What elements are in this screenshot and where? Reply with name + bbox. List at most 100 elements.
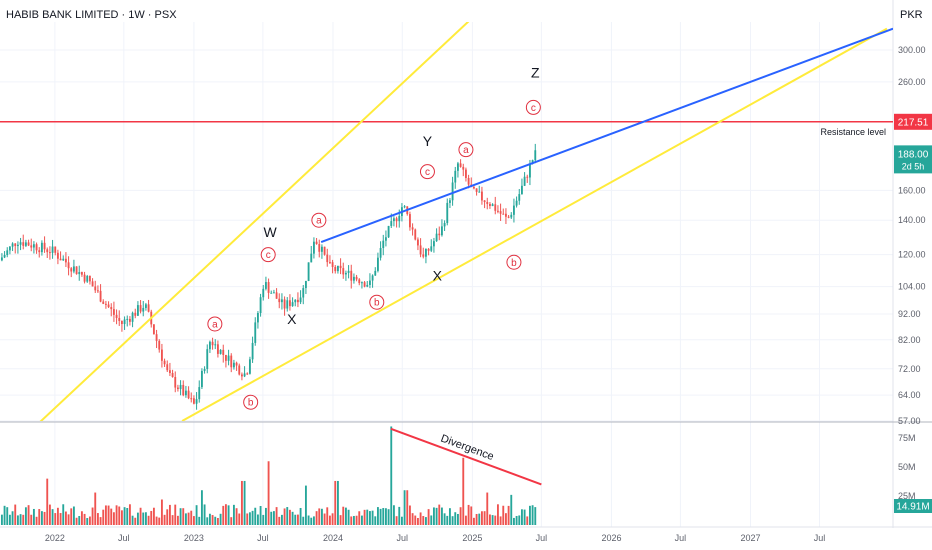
- candle[interactable]: [358, 278, 361, 286]
- candle[interactable]: [126, 315, 129, 327]
- candle[interactable]: [216, 340, 219, 358]
- candle[interactable]: [206, 344, 209, 374]
- candle[interactable]: [459, 159, 462, 168]
- candle[interactable]: [128, 316, 131, 326]
- candle[interactable]: [464, 167, 467, 182]
- volume-pane[interactable]: [0, 426, 537, 525]
- candle[interactable]: [246, 372, 249, 375]
- candle[interactable]: [134, 308, 137, 319]
- candle[interactable]: [363, 280, 366, 288]
- candle[interactable]: [483, 200, 486, 209]
- candle[interactable]: [312, 237, 315, 259]
- candle[interactable]: [102, 299, 105, 305]
- candle[interactable]: [480, 186, 483, 205]
- candle[interactable]: [67, 256, 70, 276]
- candle[interactable]: [504, 208, 507, 225]
- candle[interactable]: [80, 271, 83, 277]
- candle[interactable]: [366, 281, 369, 288]
- candle[interactable]: [419, 238, 422, 258]
- candle[interactable]: [59, 251, 62, 261]
- candle[interactable]: [75, 266, 78, 275]
- candle[interactable]: [376, 252, 379, 273]
- candle[interactable]: [302, 284, 305, 305]
- candle[interactable]: [211, 337, 214, 350]
- candle[interactable]: [222, 344, 225, 363]
- candle[interactable]: [256, 311, 259, 329]
- candle[interactable]: [27, 239, 30, 247]
- time-axis[interactable]: 2022 Jul 2023 Jul 2024 Jul 2025 Jul 2026 Jul 2027 J…: [45, 533, 825, 543]
- candle[interactable]: [499, 203, 502, 222]
- candle[interactable]: [32, 241, 35, 254]
- candle[interactable]: [424, 248, 427, 264]
- trend-line[interactable]: [320, 27, 893, 243]
- candle[interactable]: [307, 262, 310, 282]
- candle[interactable]: [155, 329, 158, 349]
- candle[interactable]: [283, 296, 286, 316]
- candle[interactable]: [48, 246, 51, 260]
- candle[interactable]: [360, 281, 363, 289]
- candle[interactable]: [40, 240, 43, 256]
- candle[interactable]: [238, 363, 241, 376]
- candle[interactable]: [392, 216, 395, 227]
- candle[interactable]: [515, 196, 518, 208]
- candle[interactable]: [331, 259, 334, 274]
- candle[interactable]: [91, 278, 94, 287]
- candle[interactable]: [11, 242, 14, 252]
- price-pane[interactable]: [0, 0, 893, 459]
- candle[interactable]: [3, 251, 6, 259]
- candle[interactable]: [526, 174, 529, 183]
- candle[interactable]: [267, 278, 270, 299]
- candle[interactable]: [510, 212, 513, 219]
- candle[interactable]: [416, 237, 419, 251]
- candle[interactable]: [523, 172, 526, 187]
- last-volume-tag[interactable]: [894, 499, 932, 513]
- candle[interactable]: [94, 280, 97, 293]
- candle[interactable]: [99, 284, 102, 303]
- candle[interactable]: [270, 290, 273, 294]
- candle[interactable]: [152, 324, 155, 335]
- candle[interactable]: [339, 258, 342, 275]
- candle[interactable]: [326, 248, 329, 267]
- candle[interactable]: [160, 343, 163, 368]
- candle[interactable]: [64, 252, 67, 268]
- candle[interactable]: [203, 366, 206, 374]
- candle[interactable]: [382, 234, 385, 256]
- candle[interactable]: [120, 320, 123, 332]
- candle[interactable]: [259, 293, 262, 317]
- candle[interactable]: [190, 392, 193, 403]
- channel-line-lower[interactable]: [181, 27, 888, 421]
- candle[interactable]: [198, 380, 201, 403]
- candle[interactable]: [195, 392, 198, 410]
- candle[interactable]: [448, 197, 451, 209]
- candle[interactable]: [115, 309, 118, 325]
- candle[interactable]: [248, 356, 251, 375]
- candle[interactable]: [430, 239, 433, 253]
- candle[interactable]: [304, 280, 307, 294]
- candle[interactable]: [435, 228, 438, 242]
- candle[interactable]: [24, 239, 27, 248]
- candle[interactable]: [379, 241, 382, 261]
- candle[interactable]: [14, 243, 17, 254]
- candle[interactable]: [22, 234, 25, 250]
- candle[interactable]: [254, 317, 257, 346]
- candle[interactable]: [278, 293, 281, 309]
- candle[interactable]: [422, 247, 425, 259]
- candle[interactable]: [224, 354, 227, 368]
- candle[interactable]: [427, 248, 430, 256]
- candle[interactable]: [112, 301, 115, 322]
- candle[interactable]: [472, 185, 475, 190]
- candle[interactable]: [184, 385, 187, 398]
- candle[interactable]: [352, 273, 355, 284]
- candle[interactable]: [192, 395, 195, 405]
- candle[interactable]: [179, 380, 182, 396]
- candle[interactable]: [320, 244, 323, 259]
- candle[interactable]: [496, 205, 499, 214]
- currency-label[interactable]: PKR: [900, 9, 923, 21]
- candle[interactable]: [443, 220, 446, 231]
- candle[interactable]: [30, 238, 33, 252]
- candle[interactable]: [518, 189, 521, 205]
- candle[interactable]: [8, 246, 11, 255]
- candle[interactable]: [342, 262, 345, 279]
- candle[interactable]: [456, 161, 459, 178]
